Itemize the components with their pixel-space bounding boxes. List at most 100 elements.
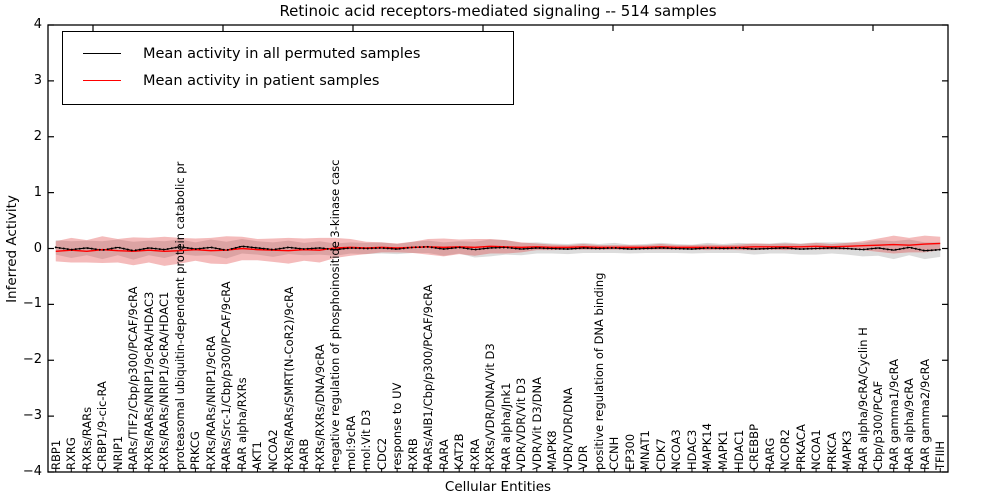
marker-dot: [130, 249, 133, 252]
marker-dot: [582, 246, 585, 249]
x-tick-label: CDK7: [653, 438, 668, 470]
marker-dot: [854, 248, 857, 251]
x-tick-label: CCNH: [607, 436, 622, 470]
marker-dot: [150, 247, 153, 250]
marker-dot: [454, 246, 457, 249]
marker-dot: [918, 248, 921, 251]
x-tick-label: AKT1: [250, 441, 265, 470]
marker-dot: [410, 246, 413, 249]
x-tick-label: RAR alpha/9cRA/Cyclin H: [855, 327, 870, 470]
marker-dot: [882, 247, 885, 250]
marker-dot: [258, 247, 261, 250]
marker-dot: [138, 248, 141, 251]
marker-dot: [234, 246, 237, 249]
marker-dot: [514, 247, 517, 250]
marker-dot: [818, 247, 821, 250]
marker-dot: [522, 247, 525, 250]
legend-line-red: [83, 80, 121, 81]
marker-dot: [262, 247, 265, 250]
x-tick-label: RXRs/RARs/SMRT(N-CoR2)/9cRA: [281, 286, 296, 470]
x-tick-label: MNAT1: [638, 430, 653, 470]
marker-dot: [638, 247, 641, 250]
marker-dot: [846, 247, 849, 250]
marker-dot: [914, 247, 917, 250]
marker-dot: [98, 248, 101, 251]
marker-dot: [546, 247, 549, 250]
x-tick-label: NCOA1: [809, 429, 824, 470]
x-tick-label: RAR alpha/Jnk1: [498, 382, 513, 470]
marker-dot: [650, 247, 653, 250]
marker-dot: [250, 246, 253, 249]
x-tick-label: CREBBP: [747, 424, 762, 470]
marker-dot: [398, 247, 401, 250]
marker-dot: [166, 248, 169, 251]
marker-dot: [626, 247, 629, 250]
marker-dot: [446, 247, 449, 250]
y-tick-label: −1: [22, 296, 42, 312]
marker-dot: [330, 248, 333, 251]
x-tick-label: negative regulation of phosphoinositide …: [328, 159, 343, 471]
marker-dot: [570, 247, 573, 250]
marker-dot: [362, 247, 365, 250]
x-tick-label: MAPK3: [840, 430, 855, 470]
x-tick-label: NCOA2: [266, 429, 280, 470]
marker-dot: [382, 247, 385, 250]
legend-item-patient: Mean activity in patient samples: [73, 67, 503, 94]
marker-dot: [694, 247, 697, 250]
marker-dot: [842, 247, 845, 250]
y-tick-label: 4: [33, 17, 42, 32]
x-tick-label: TFIIH: [933, 440, 948, 470]
marker-dot: [594, 247, 597, 250]
marker-dot: [678, 247, 681, 250]
marker-dot: [466, 247, 469, 250]
marker-dot: [162, 248, 165, 251]
marker-dot: [542, 247, 545, 250]
marker-dot: [450, 247, 453, 250]
y-tick-label: 3: [33, 72, 42, 88]
x-axis-label: Cellular Entities: [444, 479, 552, 495]
patient-std-band: [55, 235, 941, 266]
patient-mean-line: [55, 242, 941, 252]
marker-dot: [630, 247, 633, 250]
marker-dot: [878, 247, 881, 250]
x-tick-label: RAR gamma2/9cRA: [917, 358, 932, 470]
x-tick-label: VDR/Vit D3/DNA: [529, 377, 544, 470]
marker-dot: [270, 248, 273, 251]
marker-dot: [554, 247, 557, 250]
marker-dot: [334, 248, 337, 251]
marker-dot: [862, 248, 865, 251]
marker-dot: [826, 247, 829, 250]
marker-dot: [614, 247, 617, 250]
marker-dot: [586, 247, 589, 250]
marker-dot: [550, 247, 553, 250]
x-tick-label: MAPK1: [716, 430, 730, 470]
marker-dot: [762, 247, 765, 250]
marker-dot: [122, 247, 125, 250]
marker-dot: [658, 246, 661, 249]
marker-dot: [126, 248, 129, 251]
marker-dot: [870, 247, 873, 250]
marker-dot: [574, 247, 577, 250]
marker-dot: [326, 247, 329, 250]
x-tick-label: MAPK14: [700, 423, 715, 470]
marker-dot: [478, 248, 481, 251]
marker-dot: [646, 247, 649, 250]
marker-dot: [290, 246, 293, 249]
marker-dot: [462, 247, 465, 250]
x-tick-label: RXRs/RARs: [79, 406, 94, 470]
marker-dot: [390, 247, 393, 250]
marker-dot: [722, 247, 725, 250]
marker-dot: [306, 247, 309, 250]
marker-dot: [866, 248, 869, 251]
marker-dot: [178, 245, 181, 248]
marker-dot: [426, 245, 429, 248]
y-tick-label: −3: [22, 408, 42, 424]
marker-dot: [202, 247, 205, 250]
marker-dot: [254, 246, 257, 249]
marker-dot: [86, 247, 89, 250]
marker-dot: [90, 247, 93, 250]
marker-dot: [622, 247, 625, 250]
marker-dot: [706, 246, 709, 249]
marker-dot: [806, 247, 809, 250]
marker-dot: [782, 246, 785, 249]
